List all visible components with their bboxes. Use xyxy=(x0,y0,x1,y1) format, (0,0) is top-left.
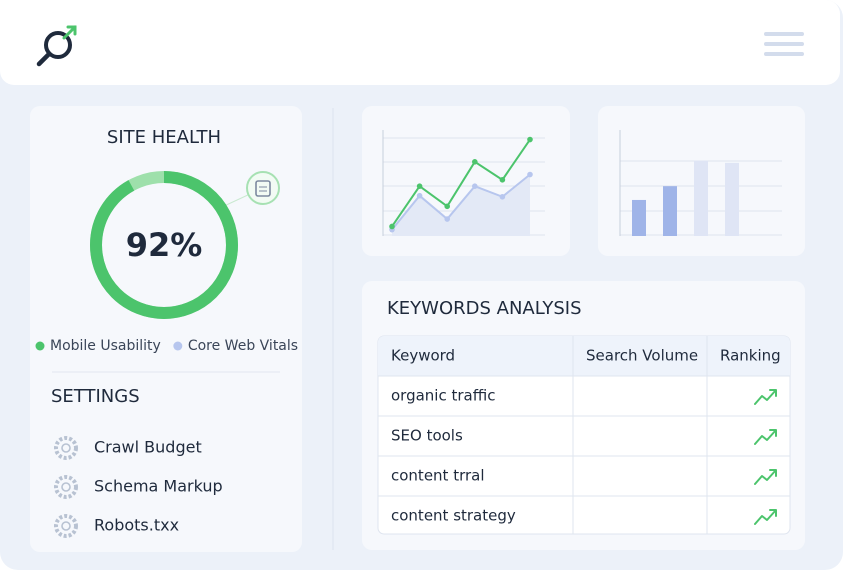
column-header: Keyword xyxy=(391,347,455,365)
gear-hole xyxy=(61,482,71,492)
settings-item[interactable]: Crawl Budget xyxy=(94,438,202,457)
trend-icon xyxy=(754,469,777,485)
legend-label: Core Web Vitals xyxy=(188,338,298,354)
gear-icon xyxy=(54,475,78,499)
point xyxy=(499,177,506,183)
point xyxy=(389,223,395,230)
point xyxy=(444,216,451,222)
table-header xyxy=(378,336,790,376)
area xyxy=(392,174,530,236)
badge-link xyxy=(221,193,251,208)
header xyxy=(0,0,840,85)
point xyxy=(472,183,478,189)
bar xyxy=(694,160,708,236)
health-value: 92% xyxy=(126,226,203,264)
legend-dot xyxy=(173,341,183,351)
point xyxy=(472,159,478,165)
trend-icon xyxy=(754,389,777,405)
point xyxy=(499,193,506,200)
trend-icon xyxy=(754,509,777,525)
legend-dot xyxy=(35,341,45,351)
point xyxy=(527,136,533,143)
gauge-arc xyxy=(90,171,238,319)
bar xyxy=(725,162,739,236)
keyword: content strategy xyxy=(391,507,516,525)
point xyxy=(444,203,451,210)
logo[interactable] xyxy=(36,25,77,67)
bar xyxy=(663,186,677,236)
point xyxy=(527,171,533,178)
gear-icon xyxy=(54,436,78,460)
point xyxy=(416,192,423,199)
column-header: Ranking xyxy=(720,347,781,365)
settings-item[interactable]: Robots.txx xyxy=(94,516,179,535)
menu-button[interactable] xyxy=(764,32,804,56)
gear-hole xyxy=(61,443,71,453)
health-title: SITE HEALTH xyxy=(107,127,221,148)
keyword: organic traffic xyxy=(391,387,495,405)
bar xyxy=(632,199,646,236)
keyword: SEO tools xyxy=(391,427,463,445)
keyword: content trral xyxy=(391,467,485,485)
gear-icon xyxy=(54,514,78,538)
report-badge[interactable] xyxy=(246,171,280,205)
legend-label: Mobile Usability xyxy=(50,338,161,354)
settings-title: SETTINGS xyxy=(51,386,140,407)
line xyxy=(391,173,531,231)
trend-icon xyxy=(754,429,777,445)
settings-item[interactable]: Schema Markup xyxy=(94,477,223,496)
column-header: Search Volume xyxy=(586,347,698,365)
gear-hole xyxy=(61,521,71,531)
keywords-title: KEYWORDS ANALYSIS xyxy=(387,298,582,319)
point xyxy=(416,183,423,189)
line xyxy=(391,138,531,228)
